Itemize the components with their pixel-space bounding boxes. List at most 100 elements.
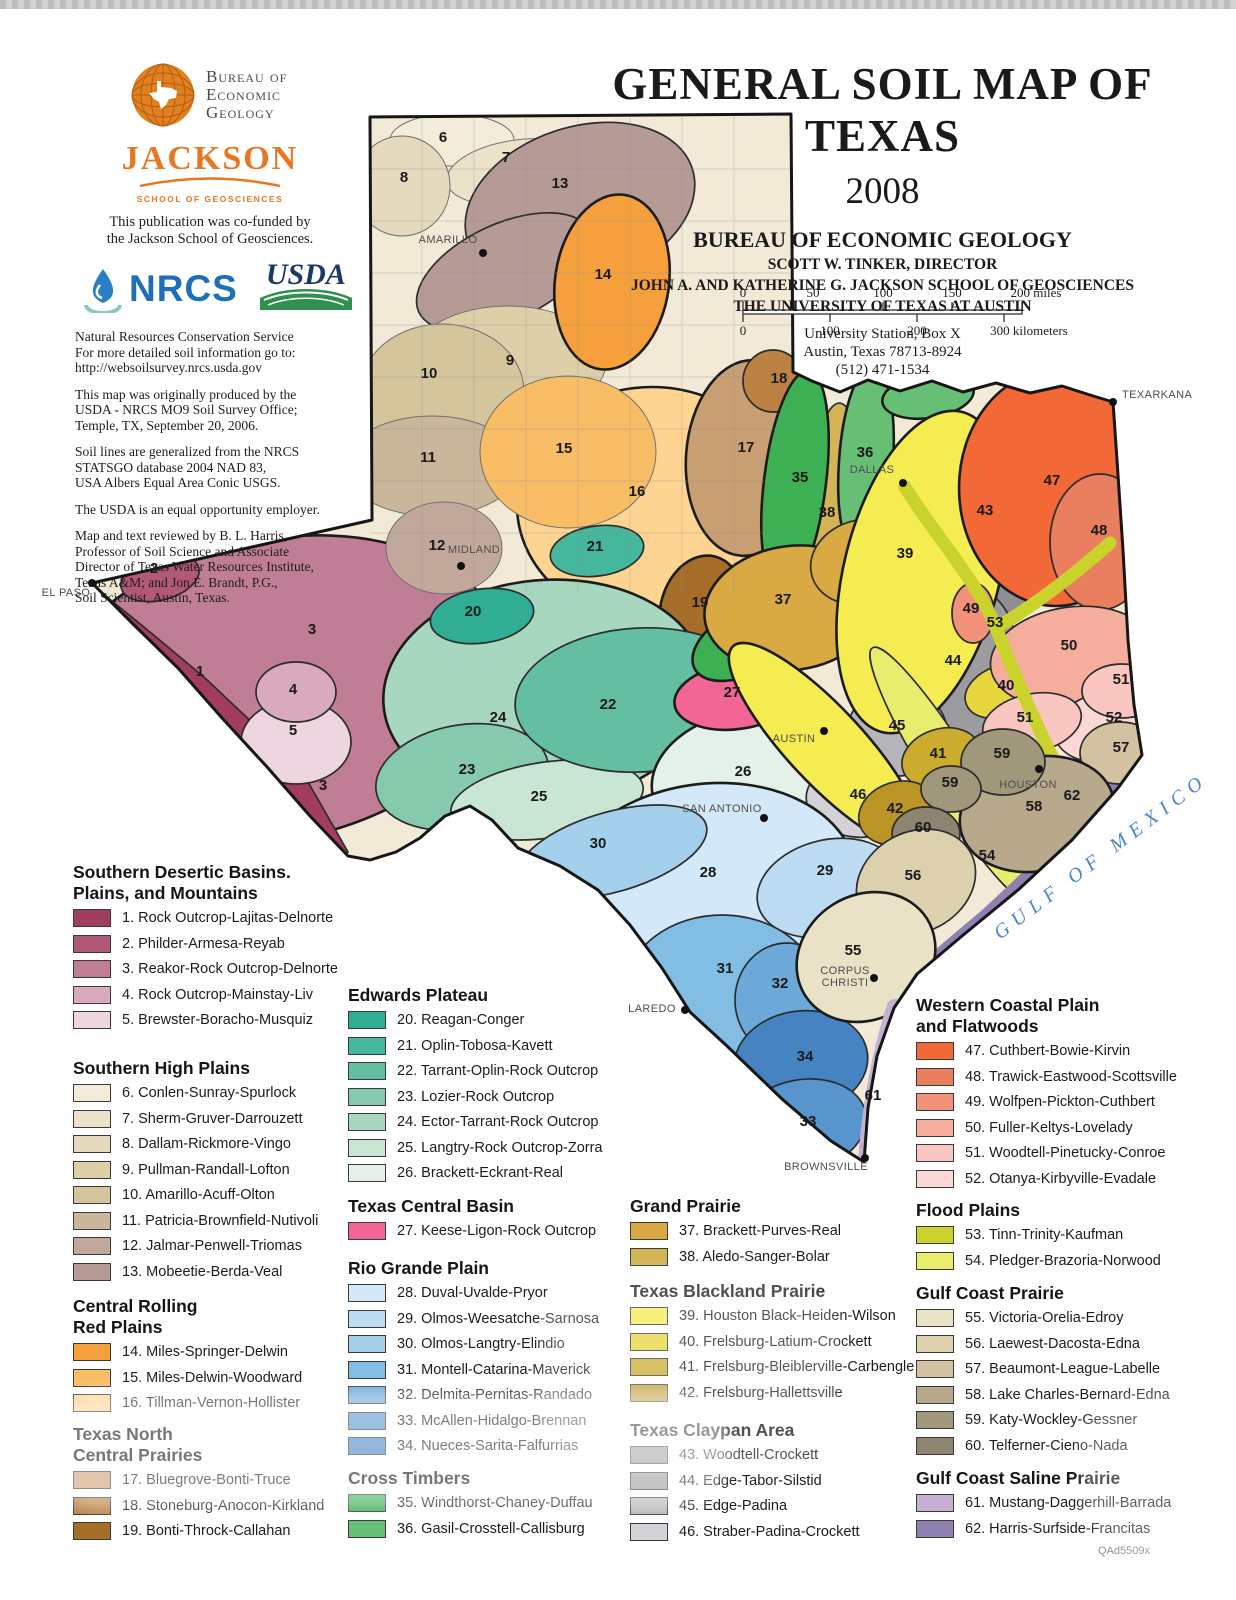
legend-swatch bbox=[348, 1036, 386, 1055]
legend-item: 8. Dallam-Rickmore-Vingo bbox=[73, 1135, 373, 1153]
soil-region-50 bbox=[989, 605, 1142, 709]
soil-region-44 bbox=[886, 585, 1018, 759]
legend-item: 38. Aledo-Sanger-Bolar bbox=[630, 1247, 930, 1266]
legend-swatch bbox=[630, 1522, 668, 1541]
legend-item-label: 53. Tinn-Trinity-Kaufman bbox=[965, 1227, 1124, 1243]
legend-swatch bbox=[348, 1335, 386, 1353]
legend-swatch bbox=[73, 1084, 111, 1102]
nrcs-wordmark: NRCS bbox=[129, 267, 238, 309]
legend-item: 61. Mustang-Daggerhill-Barrada bbox=[916, 1494, 1216, 1512]
region-label-27: 27 bbox=[724, 684, 741, 701]
legend-swatch bbox=[73, 1135, 111, 1153]
legend-swatch bbox=[630, 1247, 668, 1266]
legend-swatch bbox=[916, 1144, 954, 1162]
legend-section-title: Edwards Plateau bbox=[348, 985, 489, 1005]
soil-region-37 bbox=[703, 544, 881, 672]
soil-region-38 bbox=[808, 402, 864, 608]
soil-region-57 bbox=[1079, 721, 1142, 785]
soil-region-37 bbox=[809, 518, 915, 606]
legend-item: 62. Harris-Surfside-Francitas bbox=[916, 1519, 1216, 1538]
legend-item-label: 2. Philder-Armesa-Reyab bbox=[122, 935, 285, 952]
legend-item: 36. Gasil-Crosstell-Callisburg bbox=[348, 1519, 648, 1538]
legend-section-title: Southern High Plains bbox=[73, 1058, 250, 1078]
region-label-47: 47 bbox=[1044, 472, 1061, 489]
legend-item-label: 60. Telferner-Cieno-Nada bbox=[965, 1437, 1128, 1454]
region-label-59: 59 bbox=[942, 774, 959, 791]
city-dot bbox=[1035, 765, 1043, 773]
scan-edge-strip bbox=[0, 0, 1236, 9]
legend-item: 27. Keese-Ligon-Rock Outcrop bbox=[348, 1222, 648, 1240]
legend-section-grand-prairie: Grand Prairie 37. Brackett-Purves-Real 38.… bbox=[630, 1196, 930, 1273]
legend-item-label: 51. Woodtell-Pinetucky-Conroe bbox=[965, 1145, 1166, 1161]
nrcs-logo: NRCS bbox=[83, 265, 238, 313]
beg-logo: Bureau of Economic Geology bbox=[130, 62, 345, 128]
legend-swatch bbox=[348, 1411, 386, 1430]
agency-logos: NRCS USDA bbox=[83, 260, 352, 315]
beg-globe-icon bbox=[131, 63, 195, 127]
legend-swatch bbox=[916, 1169, 954, 1188]
legend-item: 16. Tillman-Vernon-Hollister bbox=[73, 1394, 373, 1412]
legend-item-label: 11. Patricia-Brownfield-Nutivoli bbox=[122, 1212, 319, 1229]
region-label-62: 62 bbox=[1064, 787, 1081, 804]
legend-item: 33. McAllen-Hidalgo-Brennan bbox=[348, 1411, 648, 1430]
legend-swatch bbox=[348, 1494, 386, 1512]
soil-region-4 bbox=[255, 661, 337, 723]
region-label-36: 36 bbox=[857, 444, 874, 461]
region-label-53: 53 bbox=[987, 614, 1004, 631]
soil-region-40 bbox=[964, 662, 1044, 720]
region-label-50: 50 bbox=[1061, 637, 1078, 654]
legend-section-title: Texas Central Basin bbox=[348, 1196, 514, 1216]
legend-item-label: 17. Bluegrove-Bonti-Truce bbox=[122, 1472, 291, 1488]
legend-item: 20. Reagan-Conger bbox=[348, 1011, 648, 1029]
region-label-60: 60 bbox=[915, 819, 932, 836]
cofunded-note: This publication was co-funded by the Jac… bbox=[106, 214, 314, 247]
soil-region-10 bbox=[359, 323, 525, 461]
legend-swatch bbox=[630, 1497, 668, 1515]
legend-item-label: 52. Otanya-Kirbyville-Evadale bbox=[965, 1170, 1157, 1187]
legend-swatch bbox=[916, 1118, 954, 1137]
soil-region-33 bbox=[734, 1078, 868, 1162]
legend-item-label: 58. Lake Charles-Bernard-Edna bbox=[965, 1386, 1170, 1403]
legend-swatch bbox=[916, 1436, 954, 1455]
legend-section-western-coastal-plain: Western Coastal Plain and Flatwoods 47. Cu… bbox=[916, 995, 1216, 1195]
region-label-16: 16 bbox=[629, 483, 646, 500]
legend-swatch bbox=[348, 1062, 386, 1080]
city-label: CORPUS CHRISTI bbox=[820, 965, 869, 989]
legend-section-gulf-coast-saline-prairie: Gulf Coast Saline Prairie 61. Mustang-Dag… bbox=[916, 1468, 1216, 1545]
soil-region-51 bbox=[1081, 663, 1142, 719]
legend-section-southern-high-plains: Southern High Plains 6. Conlen-Sunray-Spu… bbox=[73, 1058, 373, 1288]
legend-item-label: 5. Brewster-Boracho-Musquiz bbox=[122, 1012, 313, 1028]
legend-swatch bbox=[73, 909, 111, 927]
legend-swatch bbox=[916, 1494, 954, 1512]
legend-section-title: Western Coastal Plain and Flatwoods bbox=[916, 995, 1100, 1036]
legend-item: 58. Lake Charles-Bernard-Edna bbox=[916, 1385, 1216, 1404]
legend-item: 11. Patricia-Brownfield-Nutivoli bbox=[73, 1211, 373, 1230]
legend-item-label: 42. Frelsburg-Hallettsville bbox=[679, 1384, 843, 1401]
legend-item-label: 33. McAllen-Hidalgo-Brennan bbox=[397, 1412, 587, 1429]
city-label: SAN ANTONIO bbox=[682, 803, 761, 815]
legend-item: 46. Straber-Padina-Crockett bbox=[630, 1522, 930, 1541]
legend-swatch bbox=[348, 1386, 386, 1404]
legend-item: 41. Frelsburg-Bleiblerville-Carbengle bbox=[630, 1358, 930, 1376]
region-label-28: 28 bbox=[700, 864, 717, 881]
legend-item: 7. Sherm-Gruver-Darrouzett bbox=[73, 1109, 373, 1128]
legend-item: 26. Brackett-Eckrant-Real bbox=[348, 1164, 648, 1182]
legend-swatch bbox=[348, 1087, 386, 1106]
region-label-23: 23 bbox=[459, 761, 476, 778]
region-label-43: 43 bbox=[977, 502, 994, 519]
legend-section-title: Flood Plains bbox=[916, 1200, 1021, 1220]
soil-region-24 bbox=[382, 578, 708, 806]
legend-section-title: Rio Grande Plain bbox=[348, 1258, 489, 1278]
info-paragraph: The USDA is an equal opportunity employe… bbox=[75, 501, 320, 517]
legend-item: 10. Amarillo-Acuff-Olton bbox=[73, 1186, 373, 1204]
legend-item: 28. Duval-Uvalde-Pryor bbox=[348, 1284, 648, 1302]
region-label-7: 7 bbox=[502, 149, 510, 166]
address-line-1: University Station, Box X bbox=[804, 326, 961, 342]
legend-swatch bbox=[73, 1262, 111, 1281]
city-dot bbox=[479, 249, 487, 257]
region-label-17: 17 bbox=[738, 439, 755, 456]
region-label-41: 41 bbox=[930, 745, 947, 762]
title-block: GENERAL SOIL MAP OF TEXAS 2008 BUREAU OF… bbox=[555, 58, 1210, 379]
legend-swatch bbox=[348, 1309, 386, 1328]
